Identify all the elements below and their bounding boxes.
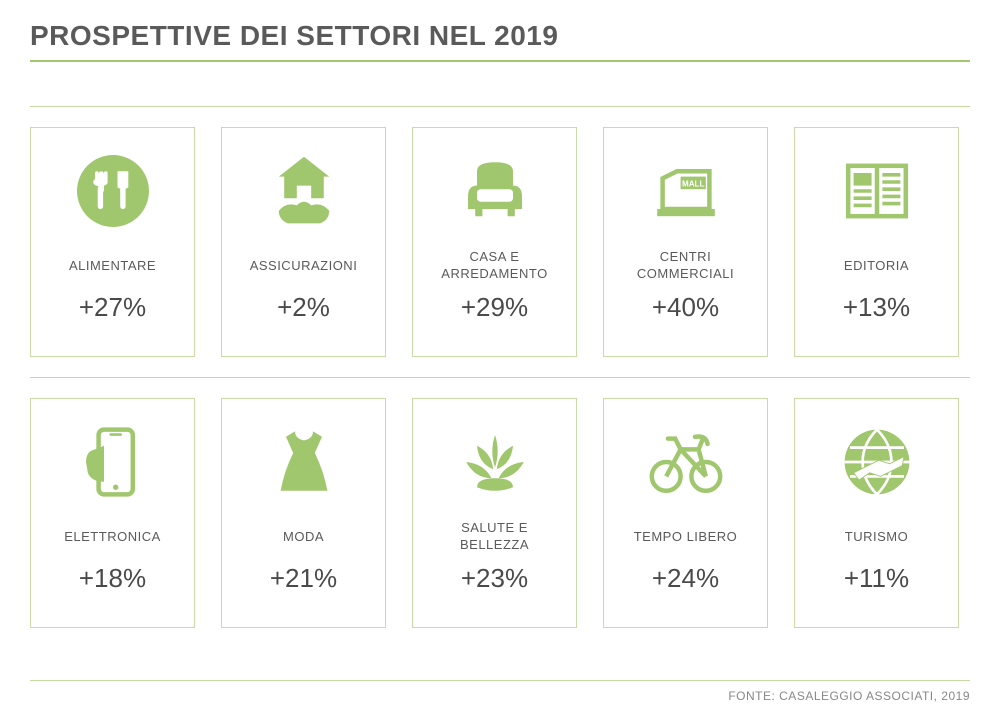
card-value: +27% xyxy=(79,292,146,323)
tourism-icon xyxy=(832,417,922,507)
card-label: TURISMO xyxy=(845,519,908,555)
card-value: +29% xyxy=(461,292,528,323)
furniture-icon xyxy=(450,146,540,236)
page-title: PROSPETTIVE DEI SETTORI NEL 2019 xyxy=(30,20,970,52)
insurance-icon xyxy=(259,146,349,236)
divider-bottom xyxy=(30,680,970,681)
svg-text:MALL: MALL xyxy=(681,180,703,189)
food-icon xyxy=(68,146,158,236)
source-text: FONTE: CASALEGGIO ASSOCIATI, 2019 xyxy=(728,689,970,703)
title-underline xyxy=(30,60,970,62)
card-label: ALIMENTARE xyxy=(69,248,156,284)
card-label: MODA xyxy=(283,519,324,555)
fashion-icon xyxy=(259,417,349,507)
card-value: +21% xyxy=(270,563,337,594)
card-label: ELETTRONICA xyxy=(64,519,161,555)
card-label: TEMPO LIBERO xyxy=(634,519,738,555)
card-alimentare: ALIMENTARE +27% xyxy=(30,127,195,357)
sectors-grid: ALIMENTARE +27% ASSICURAZIONI +2% CASA E… xyxy=(30,102,970,628)
card-label: EDITORIA xyxy=(844,248,909,284)
card-value: +23% xyxy=(461,563,528,594)
card-label: CASA E ARREDAMENTO xyxy=(441,248,547,284)
divider-top-row1 xyxy=(30,106,970,107)
row-1: ALIMENTARE +27% ASSICURAZIONI +2% CASA E… xyxy=(30,127,970,357)
card-centri-commerciali: MALL CENTRI COMMERCIALI +40% xyxy=(603,127,768,357)
card-value: +24% xyxy=(652,563,719,594)
health-icon xyxy=(450,417,540,507)
publishing-icon xyxy=(832,146,922,236)
card-label: ASSICURAZIONI xyxy=(250,248,358,284)
card-label: CENTRI COMMERCIALI xyxy=(637,248,734,284)
card-value: +2% xyxy=(277,292,330,323)
electronics-icon xyxy=(68,417,158,507)
card-salute-bellezza: SALUTE E BELLEZZA +23% xyxy=(412,398,577,628)
card-elettronica: ELETTRONICA +18% xyxy=(30,398,195,628)
card-tempo-libero: TEMPO LIBERO +24% xyxy=(603,398,768,628)
card-value: +18% xyxy=(79,563,146,594)
card-casa-arredamento: CASA E ARREDAMENTO +29% xyxy=(412,127,577,357)
card-value: +13% xyxy=(843,292,910,323)
leisure-icon xyxy=(641,417,731,507)
divider-mid xyxy=(30,377,970,378)
row-2: ELETTRONICA +18% MODA +21% SALUTE E BELL… xyxy=(30,398,970,628)
card-label: SALUTE E BELLEZZA xyxy=(460,519,529,555)
card-value: +11% xyxy=(844,563,909,594)
card-moda: MODA +21% xyxy=(221,398,386,628)
card-value: +40% xyxy=(652,292,719,323)
card-assicurazioni: ASSICURAZIONI +2% xyxy=(221,127,386,357)
card-turismo: TURISMO +11% xyxy=(794,398,959,628)
card-editoria: EDITORIA +13% xyxy=(794,127,959,357)
mall-icon: MALL xyxy=(641,146,731,236)
